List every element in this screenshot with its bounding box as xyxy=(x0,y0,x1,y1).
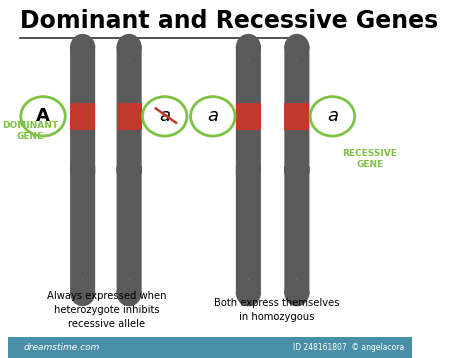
Polygon shape xyxy=(70,45,95,295)
Polygon shape xyxy=(284,45,310,295)
FancyBboxPatch shape xyxy=(117,103,142,130)
Ellipse shape xyxy=(284,34,310,61)
Text: dreamstime.com: dreamstime.com xyxy=(24,343,100,352)
Text: a: a xyxy=(327,107,338,125)
Text: Always expressed when
heterozygote inhibits
recessive allele: Always expressed when heterozygote inhib… xyxy=(47,291,167,329)
Polygon shape xyxy=(117,45,142,295)
Text: A: A xyxy=(36,107,50,125)
Text: Dominant and Recessive Genes: Dominant and Recessive Genes xyxy=(20,9,438,33)
Text: ID 248161807  © angelacora: ID 248161807 © angelacora xyxy=(293,343,404,352)
Text: RECESSIVE
GENE: RECESSIVE GENE xyxy=(342,149,397,169)
Ellipse shape xyxy=(70,34,95,61)
Text: DOMINANT
GENE: DOMINANT GENE xyxy=(2,121,58,141)
Ellipse shape xyxy=(284,279,310,306)
FancyBboxPatch shape xyxy=(284,103,310,130)
Circle shape xyxy=(191,97,235,136)
Ellipse shape xyxy=(117,34,142,61)
Text: a: a xyxy=(207,107,219,125)
Circle shape xyxy=(310,97,355,136)
Ellipse shape xyxy=(236,279,261,306)
FancyBboxPatch shape xyxy=(8,337,412,358)
FancyBboxPatch shape xyxy=(236,103,261,130)
Circle shape xyxy=(143,97,187,136)
Text: Both express themselves
in homozygous: Both express themselves in homozygous xyxy=(214,297,339,322)
Text: a: a xyxy=(159,107,170,125)
Ellipse shape xyxy=(117,279,142,306)
Ellipse shape xyxy=(236,34,261,61)
Circle shape xyxy=(21,97,65,136)
FancyBboxPatch shape xyxy=(70,103,95,130)
Polygon shape xyxy=(236,45,261,295)
Ellipse shape xyxy=(70,279,95,306)
